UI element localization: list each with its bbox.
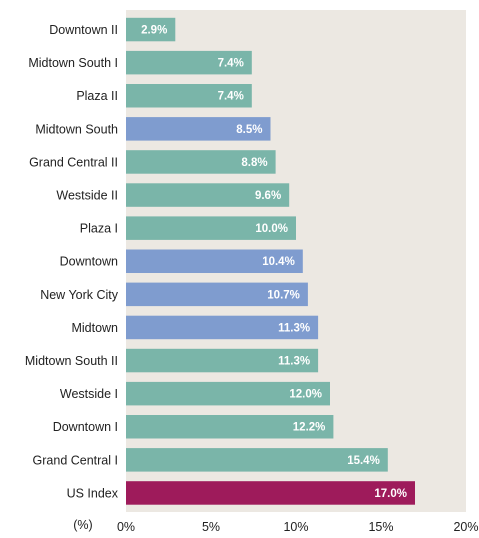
bar-value-label: 7.4% [218,91,244,103]
x-tick-label: 15% [368,520,393,533]
bar-value-label: 8.5% [236,124,262,136]
category-label: Midtown [71,321,118,335]
category-labels: Downtown II Midtown South I Plaza II Midtow… [25,23,119,500]
category-label: Plaza I [80,222,118,236]
bar [126,348,319,373]
bar-value-label: 11.3% [278,322,310,334]
category-label: Midtown South I [28,56,118,70]
bar-value-label: 8.8% [241,157,267,169]
bars-layer: 2.9% 7.4% 7.4% 8.5% 8.8% 9.6% 10.0% 10.4% 10.7% 1… [126,17,415,505]
x-tick-label: 10% [283,520,308,533]
bar [126,282,308,307]
bar-value-label: 2.9% [141,25,167,37]
category-label: Plaza II [76,89,118,103]
category-label: Downtown [60,255,118,269]
bar [126,117,271,141]
bar [126,415,334,439]
category-label: Grand Central II [29,155,118,169]
bar-value-label: 12.0% [289,389,322,401]
bar [126,216,296,240]
bar-value-label: 17.0% [374,488,407,500]
bar-value-label: 15.4% [347,455,380,467]
bar [126,150,276,174]
bar [126,17,176,42]
category-label: Midtown South II [25,354,118,368]
bar-value-label: 10.0% [255,223,288,235]
category-label: New York City [40,288,119,302]
bar [126,448,388,472]
bar [126,481,415,505]
bar-value-label: 10.4% [262,256,295,268]
bar-value-label: 12.2% [293,422,326,434]
category-label: Downtown I [53,420,118,434]
bar-value-label: 11.3% [278,356,310,368]
bar [126,249,303,273]
bar [126,381,330,406]
x-tick-label: 0% [117,520,135,533]
category-label: Westside I [60,387,118,401]
bar-value-label: 9.6% [255,190,281,202]
category-label: Midtown South [35,122,118,136]
bar [126,315,319,340]
category-label: Downtown II [49,23,118,37]
bar [126,50,252,75]
x-axis-label: (%) [73,518,92,532]
category-label: Westside II [56,189,118,203]
bar-value-label: 7.4% [218,58,244,70]
category-label: US Index [67,486,119,500]
x-axis: (%) 0% 5% 10% 15% 20% [73,518,478,534]
x-tick-label: 5% [202,520,220,533]
category-label: Grand Central I [33,453,118,467]
x-tick-label: 20% [453,520,478,533]
bar [126,183,290,207]
bar-value-label: 10.7% [267,289,300,301]
bar [126,84,252,108]
